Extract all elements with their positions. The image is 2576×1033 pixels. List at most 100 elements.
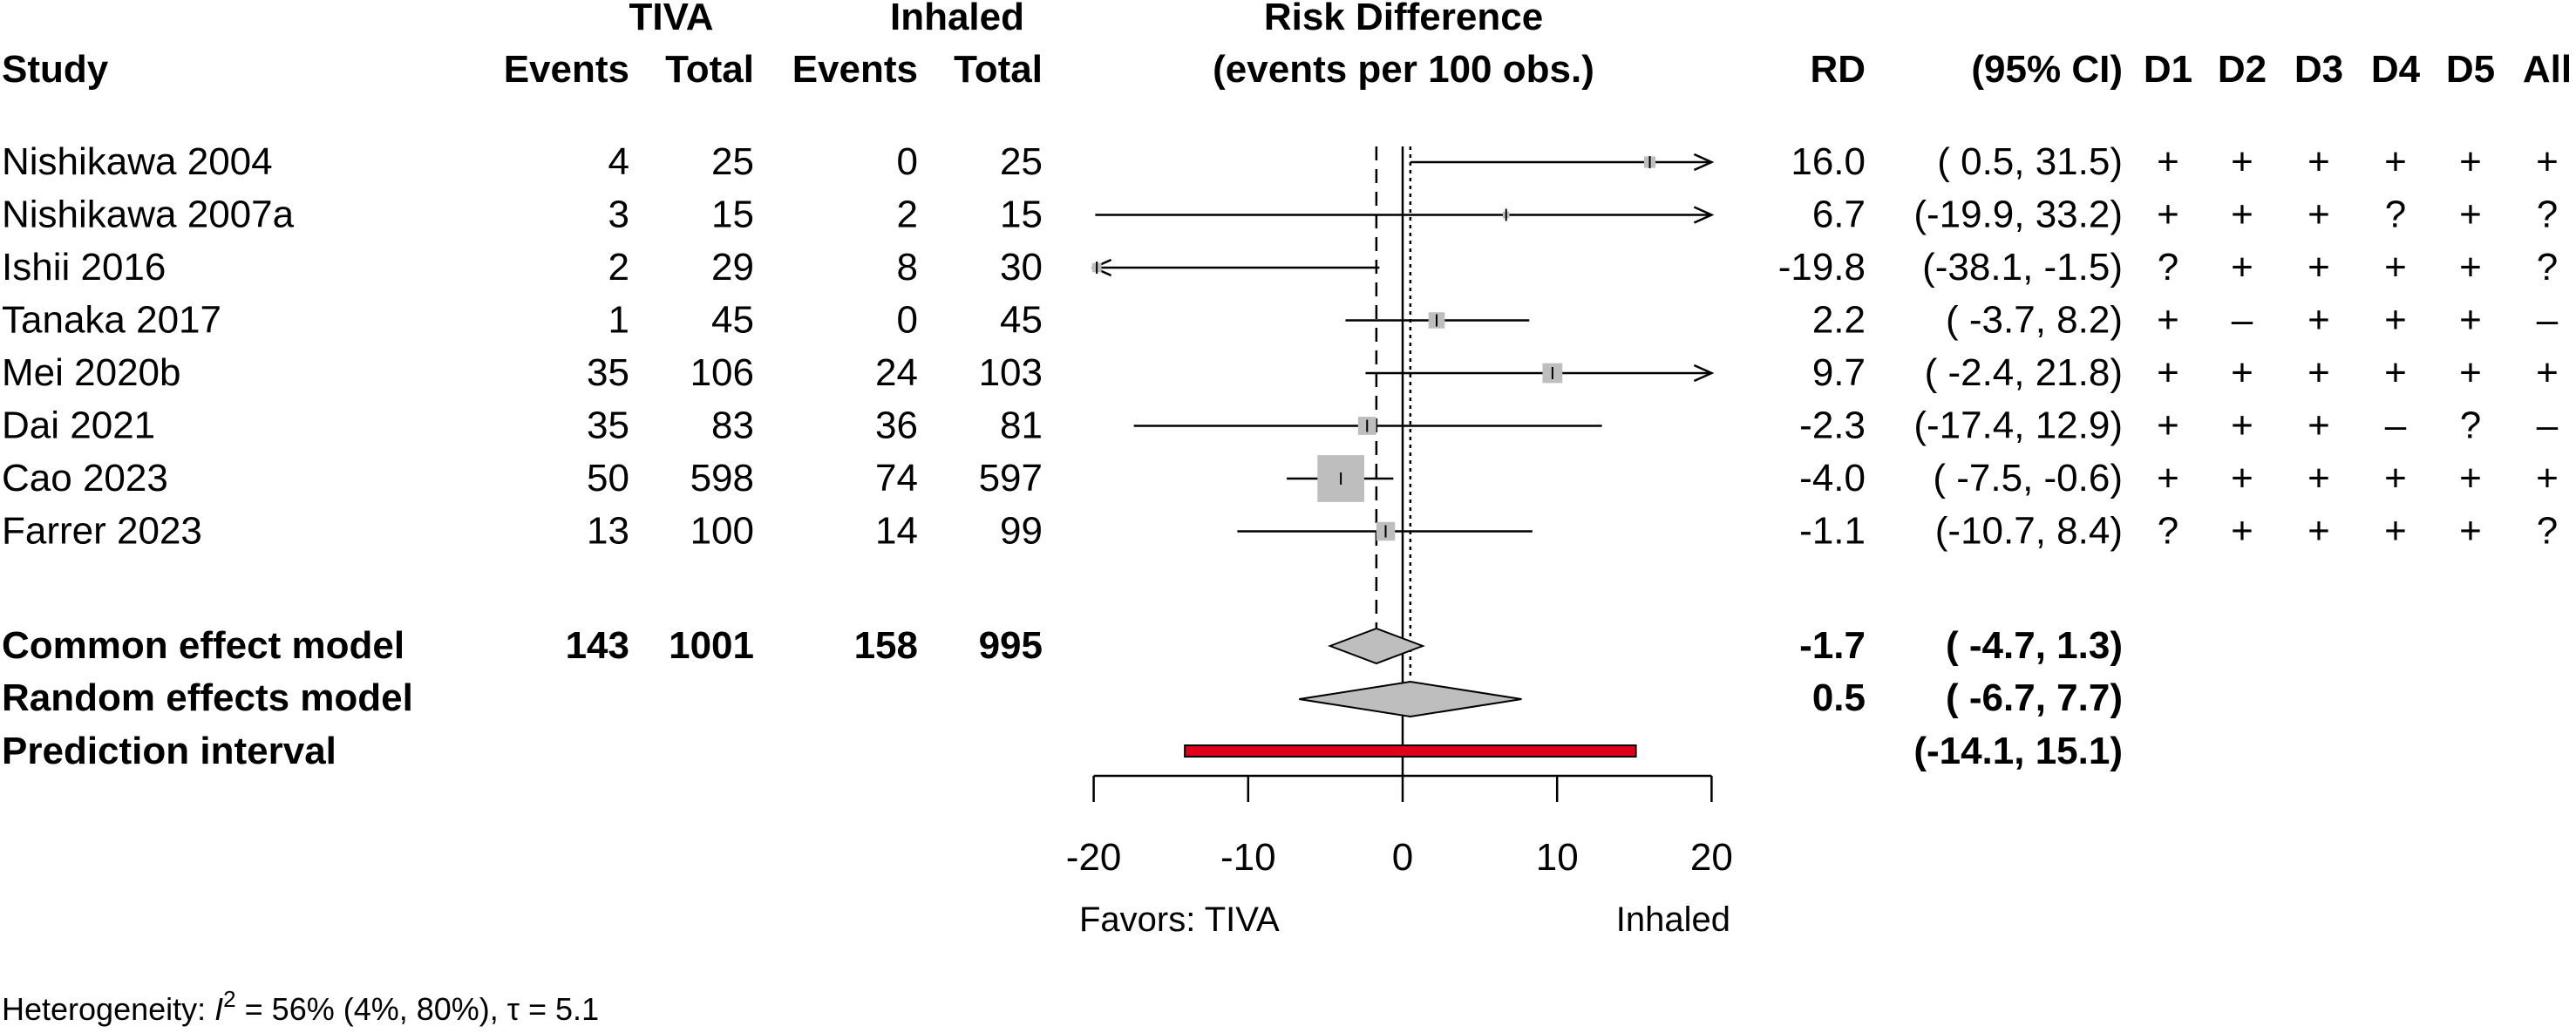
inhaled-events: 2 (897, 194, 918, 236)
ci-value: (-19.9, 33.2) (1913, 194, 2123, 236)
ci-value: (-10.7, 8.4) (1935, 510, 2123, 553)
rob-all: + (2536, 140, 2559, 183)
rob-d3: + (2308, 246, 2330, 289)
study-row: Farrer 2023 13 100 14 99 -1.1 (-10.7, 8.4)? + + +… (2, 510, 2558, 553)
rd-value: 16.0 (1791, 140, 1866, 183)
header-domain-d5: D5 (2446, 48, 2495, 91)
rob-d3: + (2308, 457, 2330, 500)
inhaled-total: 15 (1000, 194, 1043, 236)
random-rd: 0.5 (1812, 676, 1866, 719)
heterogeneity-values: = 56% (4%, 80%), τ = 5.1 (236, 991, 599, 1027)
rob-d4: + (2384, 351, 2407, 394)
rob-d1: ? (2158, 510, 2178, 553)
rob-d2: + (2231, 351, 2253, 394)
rob-all: – (2537, 404, 2559, 447)
prediction-interval-label: Prediction interval (2, 730, 336, 772)
common-effect-label: Common effect model (2, 624, 404, 667)
tiva-events: 35 (587, 351, 629, 394)
x-tick-label: 20 (1690, 836, 1733, 879)
ci-arrow-right (1693, 206, 1715, 224)
study-row: Cao 2023 50 598 74 597 -4.0 ( -7.5, -0.6) + + + + +… (2, 457, 2559, 500)
rob-d5: + (2459, 351, 2482, 394)
rob-d1: + (2157, 457, 2179, 500)
inhaled-events: 8 (897, 246, 918, 289)
study-name: Tanaka 2017 (2, 299, 221, 342)
rob-d3: + (2308, 351, 2330, 394)
x-tick-label: 10 (1536, 836, 1579, 879)
domain-headers: D1 D2 D3 D4 D5 All (2144, 48, 2572, 91)
ci-arrow-right (1693, 364, 1715, 383)
study-mark (1365, 363, 1715, 384)
ci-value: ( -7.5, -0.6) (1933, 457, 2123, 500)
header-inhaled-events: Events (792, 48, 918, 91)
tiva-events: 50 (587, 457, 629, 500)
study-mark (1237, 521, 1533, 541)
common-tiva-total: 1001 (669, 624, 754, 667)
inhaled-total: 103 (979, 351, 1043, 394)
tiva-events: 1 (608, 299, 629, 342)
rob-d3: + (2308, 194, 2330, 236)
tiva-events: 35 (587, 404, 629, 447)
tiva-events: 13 (587, 510, 629, 553)
inhaled-total: 597 (979, 457, 1043, 500)
x-axis: -20 -10 0 10 20 (1066, 774, 1733, 879)
study-marks (1091, 153, 1715, 541)
random-effects-diamond (1299, 680, 1522, 718)
header-rd-title-1: Risk Difference (1264, 0, 1543, 38)
study-mark (1095, 206, 1715, 224)
inhaled-total: 30 (1000, 246, 1043, 289)
common-inhaled-total: 995 (979, 624, 1043, 667)
summary-rows: Common effect model 143 1001 158 995 -1.… (2, 624, 2123, 772)
header-inhaled-total: Total (954, 48, 1043, 91)
inhaled-events: 0 (897, 299, 918, 342)
rob-d3: + (2308, 140, 2330, 183)
rd-value: 2.2 (1812, 299, 1866, 342)
header-tiva: TIVA (629, 0, 714, 38)
study-row: Dai 2021 35 83 36 81 -2.3 (-17.4, 12.9) + + + –? – (2, 404, 2559, 447)
study-mark (1287, 455, 1394, 502)
inhaled-total: 25 (1000, 140, 1043, 183)
inhaled-events: 36 (875, 404, 918, 447)
inhaled-total: 45 (1000, 299, 1043, 342)
rob-d2: – (2232, 299, 2253, 342)
header-domain-d3: D3 (2294, 48, 2343, 91)
study-name: Mei 2020b (2, 351, 180, 394)
rob-d4: + (2384, 246, 2407, 289)
header-domain-d4: D4 (2371, 48, 2421, 91)
rob-d3: + (2308, 299, 2330, 342)
header-domain-d2: D2 (2218, 48, 2267, 91)
rd-value: 6.7 (1812, 194, 1866, 236)
prediction-ci: (-14.1, 15.1) (1913, 730, 2123, 772)
column-headers: TIVA Inhaled Risk Difference Study Event… (2, 0, 2572, 91)
random-effects-label: Random effects model (2, 676, 413, 719)
header-ci: (95% CI) (1971, 48, 2123, 91)
study-name: Dai 2021 (2, 404, 155, 447)
plot-area: -20 -10 0 10 20 Favors: TIVA Inhaled (1066, 146, 1733, 939)
rd-value: -4.0 (1799, 457, 1866, 500)
rob-d5: + (2459, 510, 2482, 553)
rob-d5: + (2459, 246, 2482, 289)
rob-d5: + (2459, 140, 2482, 183)
rob-d4: – (2385, 404, 2407, 447)
header-rd: RD (1810, 48, 1866, 91)
study-name: Farrer 2023 (2, 510, 202, 553)
study-mark (1133, 417, 1602, 435)
inhaled-total: 99 (1000, 510, 1043, 553)
rob-d5: + (2459, 194, 2482, 236)
rd-value: -2.3 (1799, 404, 1866, 447)
heterogeneity-text: Heterogeneity: I2 = 56% (4%, 80%), τ = 5… (2, 986, 599, 1027)
ci-value: ( -2.4, 21.8) (1925, 351, 2123, 394)
inhaled-events: 14 (875, 510, 918, 553)
tiva-total: 83 (711, 404, 754, 447)
rob-d2: + (2231, 404, 2253, 447)
header-inhaled: Inhaled (890, 0, 1024, 38)
inhaled-total: 81 (1000, 404, 1043, 447)
heterogeneity-prefix: Heterogeneity: (2, 991, 214, 1027)
study-name: Nishikawa 2007a (2, 194, 295, 236)
rob-all: + (2536, 351, 2559, 394)
prediction-interval-bar (1184, 744, 1637, 758)
ci-value: ( 0.5, 31.5) (1937, 140, 2123, 183)
rob-all: ? (2537, 246, 2558, 289)
header-rd-title-2: (events per 100 obs.) (1213, 48, 1594, 91)
